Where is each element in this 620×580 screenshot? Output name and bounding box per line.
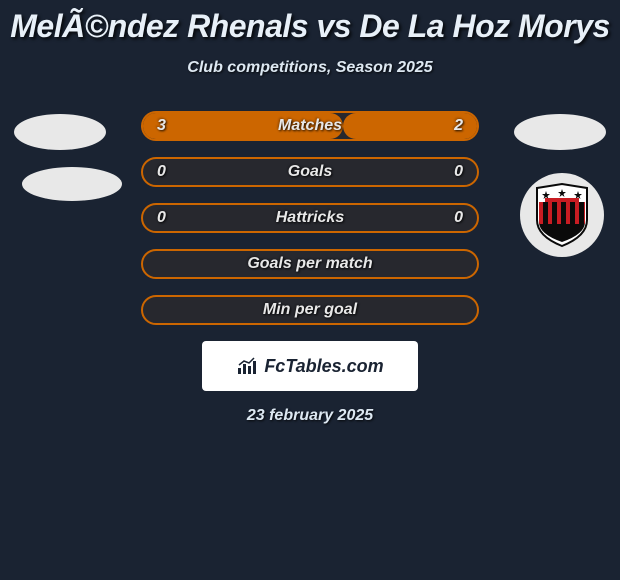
date-text: 23 february 2025 bbox=[0, 407, 620, 425]
brand-text: FcTables.com bbox=[264, 356, 383, 377]
club-badge-right bbox=[520, 173, 604, 257]
stat-row: 3 Matches 2 bbox=[141, 111, 479, 141]
stat-label: Goals bbox=[288, 163, 332, 181]
stat-label: Min per goal bbox=[263, 301, 357, 319]
brand-box: FcTables.com bbox=[202, 341, 418, 391]
stat-row: Goals per match bbox=[141, 249, 479, 279]
subtitle: Club competitions, Season 2025 bbox=[0, 59, 620, 77]
stats-area: 3 Matches 2 0 Goals 0 0 Hattricks 0 Goals per mat… bbox=[0, 111, 620, 425]
stat-row: Min per goal bbox=[141, 295, 479, 325]
stat-value-right: 0 bbox=[454, 209, 463, 227]
stat-label: Hattricks bbox=[276, 209, 344, 227]
stat-row: 0 Hattricks 0 bbox=[141, 203, 479, 233]
player-right-avatar-placeholder bbox=[514, 114, 606, 150]
chart-icon bbox=[236, 357, 258, 375]
stat-value-left: 0 bbox=[157, 163, 166, 181]
shield-icon bbox=[533, 182, 591, 248]
stat-label: Goals per match bbox=[247, 255, 372, 273]
player-left-avatar-placeholder-2 bbox=[22, 167, 122, 201]
page-title: MelÃ©ndez Rhenals vs De La Hoz Morys bbox=[0, 8, 620, 45]
stat-value-left: 0 bbox=[157, 209, 166, 227]
stat-label: Matches bbox=[278, 117, 342, 135]
stat-value-right: 0 bbox=[454, 163, 463, 181]
stat-value-left: 3 bbox=[157, 117, 166, 135]
stat-value-right: 2 bbox=[454, 117, 463, 135]
player-left-avatar-placeholder-1 bbox=[14, 114, 106, 150]
stat-row: 0 Goals 0 bbox=[141, 157, 479, 187]
